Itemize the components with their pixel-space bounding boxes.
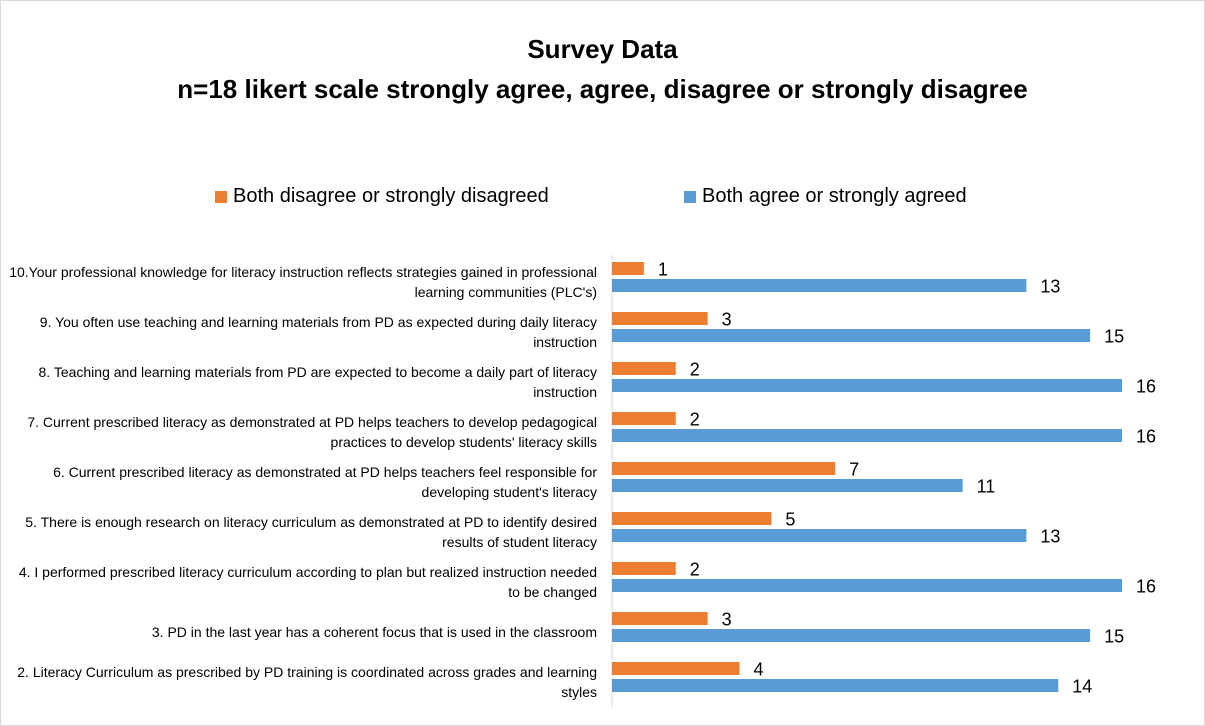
bar bbox=[612, 529, 1027, 542]
category-label: 9. You often use teaching and learning m… bbox=[39, 314, 597, 350]
data-label: 11 bbox=[977, 476, 996, 496]
data-label: 7 bbox=[849, 459, 859, 479]
data-label: 16 bbox=[1136, 426, 1156, 446]
bar bbox=[612, 412, 676, 425]
data-label: 1 bbox=[658, 259, 668, 279]
legend-label: Both agree or strongly agreed bbox=[702, 185, 967, 207]
bar bbox=[612, 579, 1122, 592]
bar bbox=[612, 312, 708, 325]
bar bbox=[612, 612, 708, 625]
data-label: 13 bbox=[1040, 526, 1060, 546]
category-label: 3. PD in the last year has a coherent fo… bbox=[151, 624, 597, 640]
bar bbox=[612, 679, 1059, 692]
category-label: 4. I performed prescribed literacy curri… bbox=[18, 564, 597, 600]
bar bbox=[612, 262, 644, 275]
legend-label: Both disagree or strongly disagreed bbox=[233, 185, 549, 207]
data-label: 16 bbox=[1136, 376, 1156, 396]
data-label: 15 bbox=[1104, 626, 1124, 646]
data-label: 3 bbox=[722, 609, 732, 629]
bar bbox=[612, 279, 1027, 292]
bar bbox=[612, 512, 772, 525]
category-label: 8. Teaching and learning materials from … bbox=[38, 364, 597, 400]
data-label: 4 bbox=[754, 659, 764, 679]
bar bbox=[612, 362, 676, 375]
category-label: 5. There is enough research on literacy … bbox=[25, 514, 597, 550]
bar bbox=[612, 379, 1122, 392]
category-label: 10.Your professional knowledge for liter… bbox=[9, 264, 597, 300]
data-label: 13 bbox=[1040, 276, 1060, 296]
data-label: 3 bbox=[722, 309, 732, 329]
data-label: 2 bbox=[690, 409, 700, 429]
data-label: 15 bbox=[1104, 326, 1124, 346]
bar bbox=[612, 562, 676, 575]
data-label: 14 bbox=[1072, 676, 1092, 696]
data-label: 2 bbox=[690, 359, 700, 379]
category-label: 7. Current prescribed literacy as demons… bbox=[27, 414, 597, 450]
data-label: 16 bbox=[1136, 576, 1156, 596]
category-label: 2. Literacy Curriculum as prescribed by … bbox=[17, 664, 597, 700]
bar bbox=[612, 629, 1091, 642]
data-label: 5 bbox=[785, 509, 795, 529]
legend-item: Both agree or strongly agreed bbox=[684, 185, 967, 208]
legend-swatch bbox=[215, 190, 227, 203]
bar bbox=[612, 462, 836, 475]
chart-title: Survey Data bbox=[527, 34, 678, 64]
data-label: 2 bbox=[690, 559, 700, 579]
bar bbox=[612, 662, 740, 675]
bar bbox=[612, 479, 963, 492]
legend-swatch bbox=[684, 190, 696, 203]
legend-item: Both disagree or strongly disagreed bbox=[215, 185, 549, 208]
bar bbox=[612, 429, 1122, 442]
bar bbox=[612, 329, 1091, 342]
category-label: 6. Current prescribed literacy as demons… bbox=[53, 464, 597, 500]
chart-subtitle: n=18 likert scale strongly agree, agree,… bbox=[177, 74, 1028, 104]
